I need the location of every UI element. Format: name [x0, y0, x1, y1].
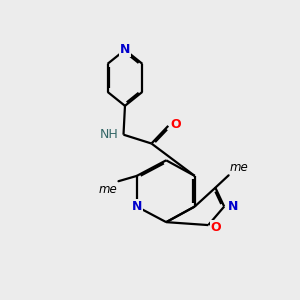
- Text: NH: NH: [99, 128, 118, 141]
- Text: N: N: [120, 44, 130, 56]
- Text: me: me: [98, 183, 117, 196]
- Text: O: O: [211, 221, 221, 234]
- Text: N: N: [228, 200, 238, 213]
- Text: N: N: [132, 200, 142, 213]
- Text: me: me: [230, 161, 248, 174]
- Text: O: O: [171, 118, 181, 131]
